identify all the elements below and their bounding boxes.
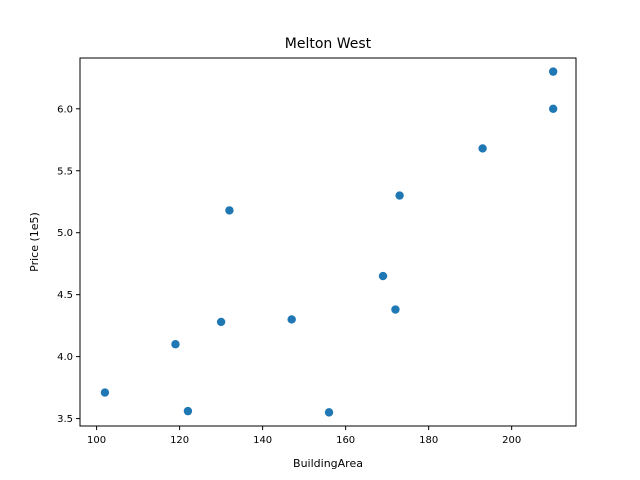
data-point — [548, 104, 558, 114]
y-tick-label: 5.5 — [57, 166, 73, 177]
y-tick-label: 6.0 — [57, 104, 73, 115]
plot-area: 100 120 140 160 180 200 3.5 4.0 4.5 5.0 5.5 6.0 — [57, 57, 577, 446]
x-tick-label: 140 — [253, 435, 272, 446]
axes-frame — [79, 57, 577, 427]
y-tick-label: 5.0 — [57, 228, 73, 239]
data-point — [548, 67, 558, 76]
data-point — [216, 317, 226, 327]
data-point — [378, 271, 388, 281]
y-tick-label: 4.0 — [57, 352, 73, 363]
y-tick-label: 3.5 — [57, 414, 73, 425]
x-axis-label: BuildingArea — [293, 457, 363, 470]
y-tick-label: 4.5 — [57, 290, 73, 301]
data-point — [100, 388, 110, 397]
chart-title: Melton West — [285, 36, 372, 52]
x-tick-label: 100 — [87, 435, 106, 446]
x-tick-label: 180 — [419, 435, 438, 446]
data-point — [171, 340, 180, 349]
data-point — [395, 191, 404, 200]
y-axis-label: Price (1e5) — [28, 212, 41, 272]
x-tick-label: 200 — [502, 435, 521, 446]
data-point — [391, 305, 400, 314]
x-tick-label: 160 — [336, 435, 355, 446]
data-point — [324, 408, 334, 417]
data-point — [287, 315, 296, 324]
data-point — [225, 206, 234, 215]
data-point — [478, 144, 487, 153]
x-tick-label: 120 — [170, 435, 189, 446]
data-point — [183, 406, 193, 416]
